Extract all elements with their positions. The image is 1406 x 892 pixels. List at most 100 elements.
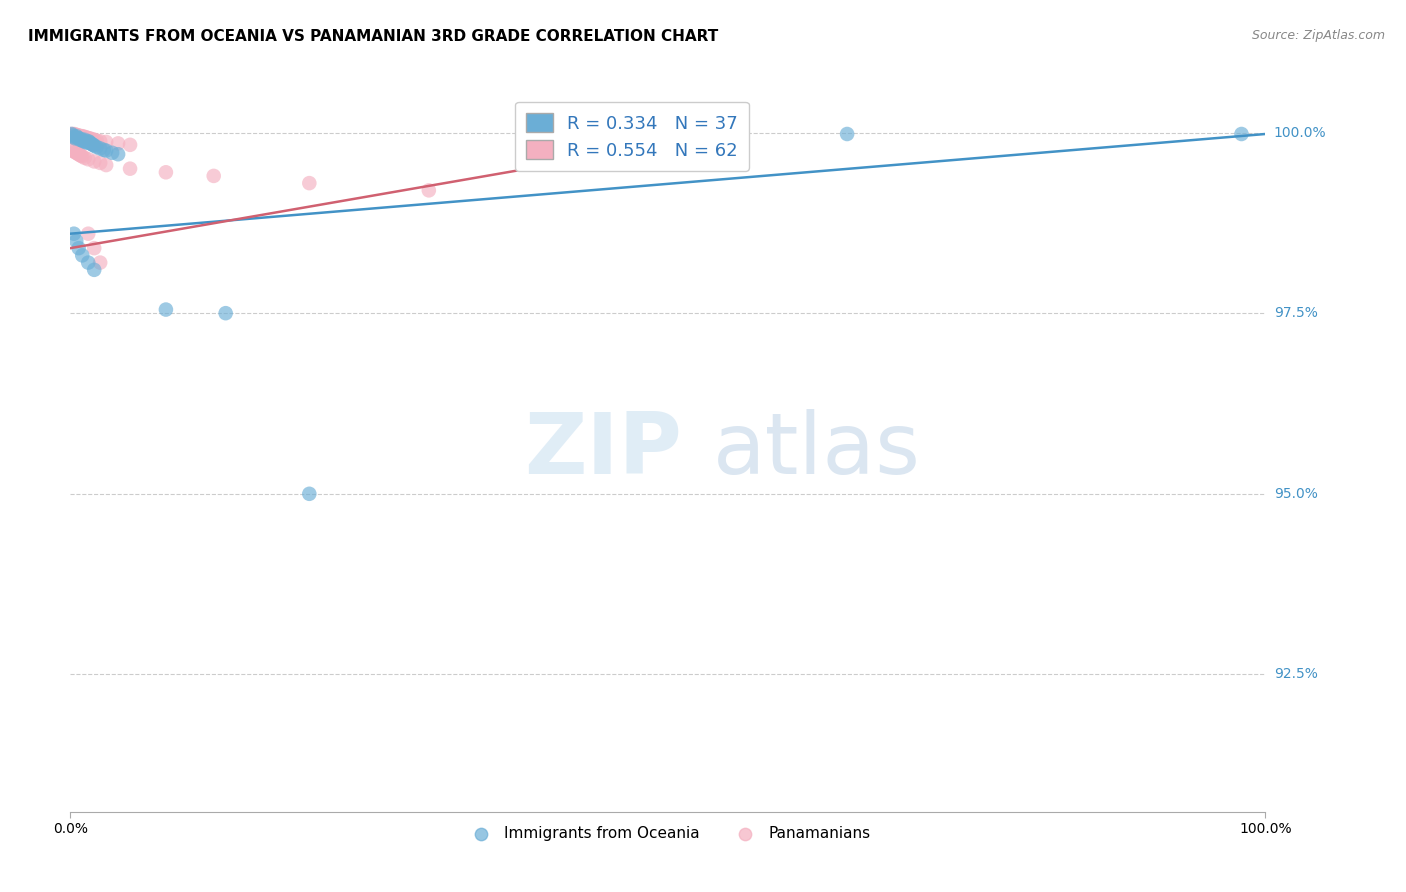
Point bbox=[120, 137, 141, 152]
Point bbox=[837, 127, 859, 141]
Point bbox=[65, 128, 87, 142]
Point bbox=[82, 137, 104, 152]
Point bbox=[62, 130, 84, 145]
Point bbox=[70, 130, 93, 145]
Point bbox=[155, 302, 177, 317]
Point bbox=[70, 132, 93, 146]
Point bbox=[62, 144, 84, 158]
Point bbox=[70, 134, 93, 148]
Point bbox=[89, 156, 111, 170]
Point bbox=[89, 134, 111, 148]
Point bbox=[69, 133, 91, 147]
Point bbox=[63, 129, 86, 144]
Point bbox=[62, 128, 84, 142]
Point bbox=[69, 130, 91, 145]
Point bbox=[80, 137, 103, 152]
Point bbox=[63, 227, 86, 241]
Point bbox=[77, 153, 100, 167]
Point bbox=[79, 131, 101, 145]
Point bbox=[62, 129, 84, 144]
Point bbox=[70, 149, 93, 163]
Point bbox=[83, 241, 105, 255]
Point bbox=[76, 136, 98, 150]
Point bbox=[60, 128, 83, 143]
Point bbox=[67, 129, 90, 144]
Legend: Immigrants from Oceania, Panamanians: Immigrants from Oceania, Panamanians bbox=[460, 821, 876, 847]
Point bbox=[77, 227, 100, 241]
Point bbox=[89, 255, 111, 269]
Point bbox=[66, 129, 89, 144]
Point bbox=[298, 176, 321, 190]
Point bbox=[418, 183, 440, 197]
Point bbox=[60, 127, 83, 141]
Point bbox=[77, 131, 100, 145]
Text: IMMIGRANTS FROM OCEANIA VS PANAMANIAN 3RD GRADE CORRELATION CHART: IMMIGRANTS FROM OCEANIA VS PANAMANIAN 3R… bbox=[28, 29, 718, 44]
Point bbox=[70, 130, 93, 145]
Point bbox=[80, 132, 103, 146]
Point bbox=[65, 234, 87, 248]
Point bbox=[73, 129, 96, 144]
Point bbox=[73, 133, 96, 147]
Point bbox=[73, 151, 96, 165]
Point bbox=[63, 145, 86, 159]
Point bbox=[67, 131, 90, 145]
Point bbox=[72, 129, 94, 144]
Point bbox=[65, 129, 87, 144]
Point bbox=[63, 131, 86, 145]
Point bbox=[69, 148, 91, 162]
Point bbox=[96, 135, 117, 149]
Point bbox=[107, 136, 129, 151]
Point bbox=[63, 145, 86, 159]
Point bbox=[70, 129, 93, 144]
Point bbox=[63, 127, 86, 141]
Point bbox=[63, 130, 86, 145]
Point bbox=[202, 169, 225, 183]
Point bbox=[101, 145, 124, 160]
Point bbox=[298, 487, 321, 501]
Point bbox=[1230, 127, 1253, 141]
Text: ZIP: ZIP bbox=[524, 409, 682, 492]
Text: 95.0%: 95.0% bbox=[1274, 487, 1317, 500]
Point bbox=[65, 129, 87, 144]
Point bbox=[72, 134, 94, 148]
Point bbox=[69, 129, 91, 144]
Text: atlas: atlas bbox=[713, 409, 921, 492]
Point bbox=[89, 141, 111, 155]
Point bbox=[83, 133, 105, 147]
Text: 92.5%: 92.5% bbox=[1274, 667, 1317, 681]
Point bbox=[60, 129, 83, 144]
Point bbox=[66, 130, 89, 145]
Point bbox=[86, 140, 108, 154]
Point bbox=[63, 128, 86, 143]
Point bbox=[79, 135, 101, 149]
Point bbox=[77, 134, 100, 148]
Point bbox=[67, 241, 90, 255]
Point bbox=[96, 144, 117, 158]
Point bbox=[62, 128, 84, 143]
Point bbox=[79, 136, 101, 151]
Text: 97.5%: 97.5% bbox=[1274, 306, 1317, 320]
Point bbox=[83, 154, 105, 169]
Point bbox=[76, 130, 98, 145]
Point bbox=[155, 165, 177, 179]
Point bbox=[79, 132, 101, 146]
Point bbox=[70, 129, 93, 144]
Point bbox=[70, 248, 93, 262]
Point bbox=[93, 143, 115, 157]
Point bbox=[83, 138, 105, 153]
Text: Source: ZipAtlas.com: Source: ZipAtlas.com bbox=[1251, 29, 1385, 42]
Point bbox=[83, 262, 105, 277]
Point bbox=[70, 149, 93, 163]
Point bbox=[75, 135, 97, 149]
Point bbox=[86, 134, 108, 148]
Point bbox=[63, 128, 86, 142]
Point bbox=[75, 130, 97, 145]
Point bbox=[77, 255, 100, 269]
Point bbox=[66, 128, 89, 143]
Point bbox=[107, 147, 129, 161]
Point bbox=[63, 129, 86, 144]
Point bbox=[63, 129, 86, 144]
Text: 100.0%: 100.0% bbox=[1274, 126, 1326, 139]
Point bbox=[65, 130, 87, 145]
Point bbox=[657, 136, 679, 151]
